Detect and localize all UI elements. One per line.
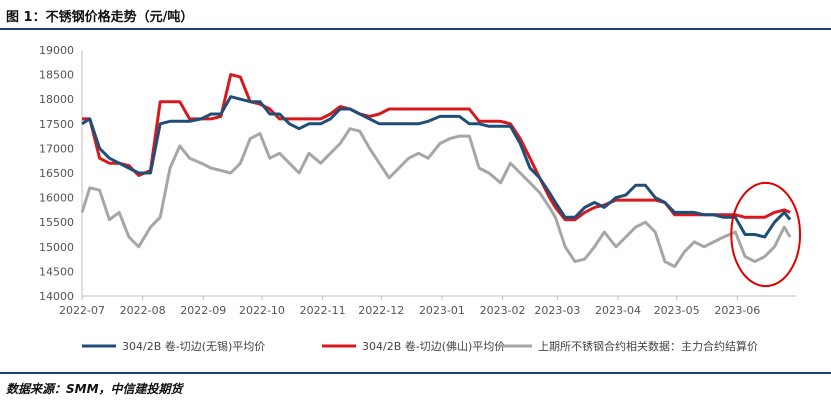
x-tick-label: 2023-05 bbox=[654, 304, 700, 317]
legend-label-1: 304/2B 卷-切边(佛山)平均价 bbox=[362, 339, 505, 353]
x-tick-label: 2023-06 bbox=[714, 304, 760, 317]
y-tick-label: 18000 bbox=[39, 93, 74, 106]
y-tick-label: 15500 bbox=[39, 216, 74, 229]
x-tick-label: 2022-09 bbox=[180, 304, 226, 317]
y-tick-label: 17000 bbox=[39, 142, 74, 155]
x-tick-label: 2023-03 bbox=[534, 304, 580, 317]
bottom-rule bbox=[0, 372, 831, 374]
y-tick-label: 16500 bbox=[39, 167, 74, 180]
y-tick-label: 16000 bbox=[39, 192, 74, 205]
price-line-chart: 14000 14500 15000 15500 16000 16500 17000 17500… bbox=[39, 44, 802, 353]
annotation-layer bbox=[730, 181, 802, 288]
x-tick-label: 2022-10 bbox=[239, 304, 285, 317]
top-rule bbox=[0, 28, 831, 30]
x-tick-label: 2023-04 bbox=[595, 304, 641, 317]
x-tick-label: 2022-08 bbox=[120, 304, 166, 317]
axes: 14000 14500 15000 15500 16000 16500 17000 17500… bbox=[39, 44, 796, 317]
y-tick-label: 15000 bbox=[39, 241, 74, 254]
legend-label-0: 304/2B 卷-切边(无锡)平均价 bbox=[122, 339, 265, 353]
legend: 304/2B 卷-切边(无锡)平均价 304/2B 卷-切边(佛山)平均价 上期所不… bbox=[82, 339, 758, 353]
source-note: 数据来源：SMM，中信建投期货 bbox=[6, 382, 183, 396]
y-tick-label: 19000 bbox=[39, 44, 74, 57]
highlight-ellipse bbox=[730, 181, 802, 288]
x-tick-label: 2022-07 bbox=[59, 304, 105, 317]
series-lines bbox=[80, 73, 792, 268]
x-tick-label: 2023-01 bbox=[419, 304, 465, 317]
x-tick-label: 2023-02 bbox=[480, 304, 526, 317]
x-tick-label: 2022-12 bbox=[358, 304, 404, 317]
series-line-2 bbox=[80, 127, 792, 268]
y-tick-label: 14500 bbox=[39, 265, 74, 278]
legend-label-2: 上期所不锈钢合约相关数据：主力合约结算价 bbox=[538, 339, 758, 353]
series-line-0 bbox=[81, 95, 792, 239]
y-tick-label: 14000 bbox=[39, 290, 74, 303]
x-tick-label: 2022-11 bbox=[300, 304, 346, 317]
y-tick-label: 17500 bbox=[39, 118, 74, 131]
y-tick-label: 18500 bbox=[39, 69, 74, 82]
chart-title: 图 1：不锈钢价格走势（元/吨） bbox=[6, 10, 194, 25]
